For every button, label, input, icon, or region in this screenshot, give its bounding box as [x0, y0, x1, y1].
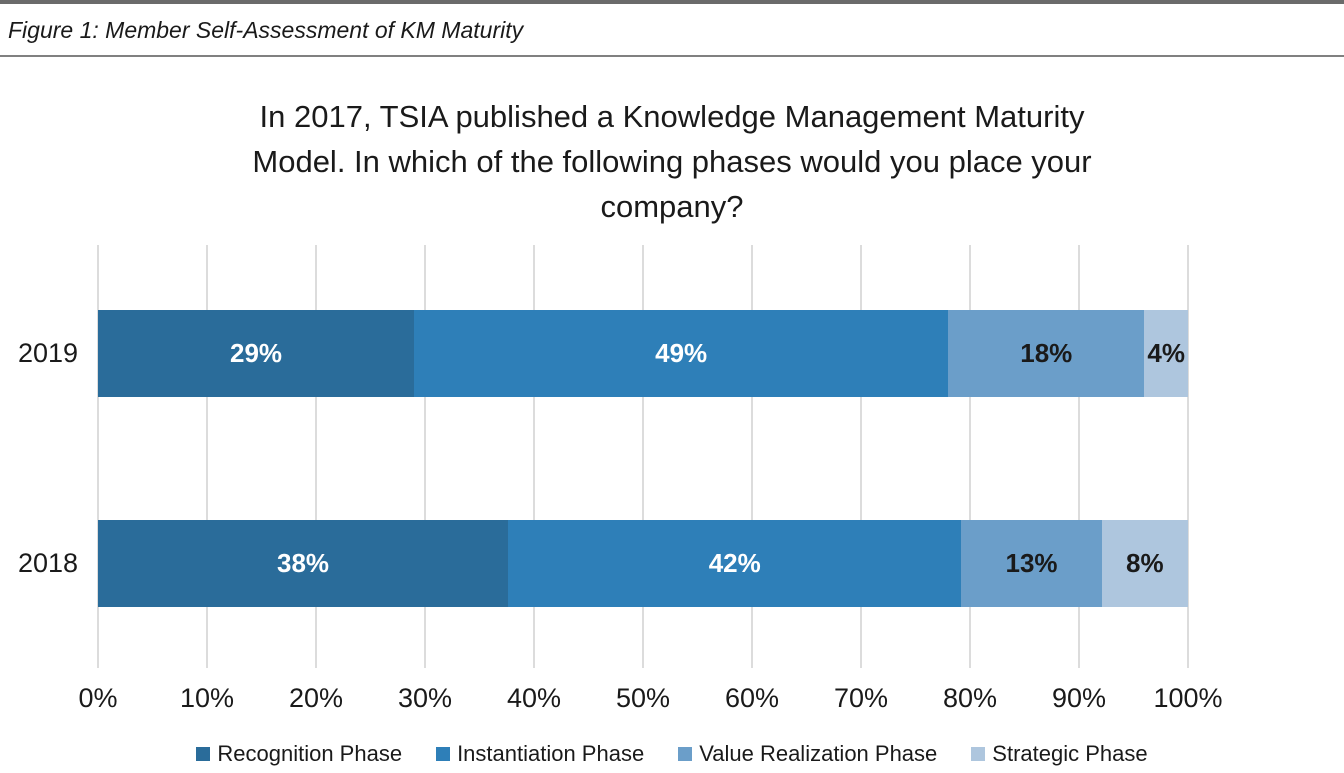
bar-value-instantiation-phase-2018: 42% [708, 548, 761, 578]
chart-title: In 2017, TSIA published a Knowledge Mana… [92, 94, 1252, 229]
x-tick-20: 20% [288, 683, 344, 713]
gridline-0 [97, 245, 99, 668]
bar-segment-value-realization-phase-2019: 18% [948, 310, 1145, 397]
gridline-40 [533, 245, 535, 668]
x-tick-60: 60% [724, 683, 780, 713]
legend-swatch-recognition-phase [196, 747, 211, 761]
bar-segment-instantiation-phase-2019: 49% [414, 310, 949, 397]
bar-value-instantiation-phase-2019: 49% [655, 338, 708, 368]
x-tick-40: 40% [506, 683, 562, 713]
gridline-100 [1187, 245, 1189, 668]
legend-item-value-realization-phase: Value Realization Phase [678, 741, 937, 767]
bar-segment-instantiation-phase-2018: 42% [508, 520, 962, 607]
bar-value-value-realization-phase-2019: 18% [1020, 338, 1073, 368]
chart-title-line-1: In 2017, TSIA published a Knowledge Mana… [259, 99, 1085, 134]
bar-value-recognition-phase-2019: 29% [230, 338, 283, 368]
gridline-30 [424, 245, 426, 668]
bar-row-2018: 38% 42% 13% 8% [98, 520, 1188, 607]
legend-label-recognition-phase: Recognition Phase [217, 741, 403, 766]
bar-segment-strategic-phase-2018: 8% [1101, 520, 1188, 607]
bar-value-strategic-phase-2019: 4% [1147, 338, 1185, 368]
chart-title-line-3: company? [600, 189, 744, 224]
y-axis-label-2019: 2019 [17, 338, 79, 368]
chart-legend: Recognition Phase Instantiation Phase Valu… [0, 741, 1344, 767]
bar-segment-value-realization-phase-2018: 13% [961, 520, 1102, 607]
legend-swatch-value-realization-phase [678, 747, 693, 761]
gridline-70 [860, 245, 862, 668]
x-tick-70: 70% [833, 683, 889, 713]
x-tick-10: 10% [179, 683, 235, 713]
bar-value-value-realization-phase-2018: 13% [1005, 548, 1058, 578]
bar-value-strategic-phase-2018: 8% [1126, 548, 1164, 578]
x-tick-30: 30% [397, 683, 453, 713]
gridline-80 [969, 245, 971, 668]
bar-segment-recognition-phase-2019: 29% [98, 310, 415, 397]
gridline-90 [1078, 245, 1080, 668]
bar-segment-strategic-phase-2019: 4% [1144, 310, 1188, 397]
legend-label-instantiation-phase: Instantiation Phase [457, 741, 645, 766]
figure-caption: Figure 1: Member Self-Assessment of KM M… [8, 17, 524, 43]
bar-row-2019: 29% 49% 18% 4% [98, 310, 1188, 397]
x-tick-80: 80% [942, 683, 998, 713]
legend-label-strategic-phase: Strategic Phase [992, 741, 1148, 766]
x-tick-50: 50% [615, 683, 671, 713]
x-tick-100: 100% [1153, 683, 1223, 713]
x-tick-90: 90% [1051, 683, 1107, 713]
gridline-20 [315, 245, 317, 668]
x-axis-ticks: 0% 10% 20% 30% 40% 50% 60% 70% 80% 90% 100% [78, 683, 1222, 715]
legend-item-recognition-phase: Recognition Phase [196, 741, 402, 767]
legend-item-instantiation-phase: Instantiation Phase [436, 741, 644, 767]
chart-title-line-2: Model. In which of the following phases … [252, 144, 1092, 179]
gridline-10 [206, 245, 208, 668]
gridline-50 [642, 245, 644, 668]
bar-segment-recognition-phase-2018: 38% [98, 520, 509, 607]
x-tick-0: 0% [78, 683, 118, 713]
plot-area: 29% 49% 18% 4% 38% 42% 13% 8% [97, 245, 1189, 668]
legend-swatch-instantiation-phase [436, 747, 451, 761]
gridline-60 [751, 245, 753, 668]
legend-label-value-realization-phase: Value Realization Phase [699, 741, 938, 766]
legend-swatch-strategic-phase [971, 747, 986, 761]
legend-item-strategic-phase: Strategic Phase [971, 741, 1148, 767]
figure-caption-bar: Figure 1: Member Self-Assessment of KM M… [0, 0, 1344, 57]
y-axis-label-2018: 2018 [17, 548, 79, 578]
bar-value-recognition-phase-2018: 38% [277, 548, 330, 578]
